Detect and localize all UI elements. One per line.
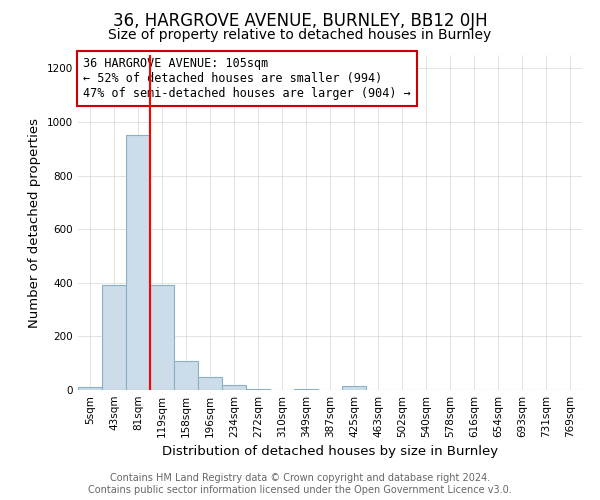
Bar <box>174 360 198 390</box>
Bar <box>150 286 174 390</box>
Bar <box>222 384 246 390</box>
Bar <box>342 386 366 390</box>
Text: 36, HARGROVE AVENUE, BURNLEY, BB12 0JH: 36, HARGROVE AVENUE, BURNLEY, BB12 0JH <box>113 12 487 30</box>
Text: 36 HARGROVE AVENUE: 105sqm
← 52% of detached houses are smaller (994)
47% of sem: 36 HARGROVE AVENUE: 105sqm ← 52% of deta… <box>83 56 411 100</box>
Bar <box>126 136 150 390</box>
Text: Size of property relative to detached houses in Burnley: Size of property relative to detached ho… <box>109 28 491 42</box>
Bar <box>246 388 270 390</box>
Text: Contains HM Land Registry data © Crown copyright and database right 2024.
Contai: Contains HM Land Registry data © Crown c… <box>88 474 512 495</box>
Y-axis label: Number of detached properties: Number of detached properties <box>28 118 41 328</box>
Bar <box>198 376 222 390</box>
Bar <box>102 286 126 390</box>
Bar <box>78 388 102 390</box>
Bar <box>294 388 318 390</box>
X-axis label: Distribution of detached houses by size in Burnley: Distribution of detached houses by size … <box>162 446 498 458</box>
